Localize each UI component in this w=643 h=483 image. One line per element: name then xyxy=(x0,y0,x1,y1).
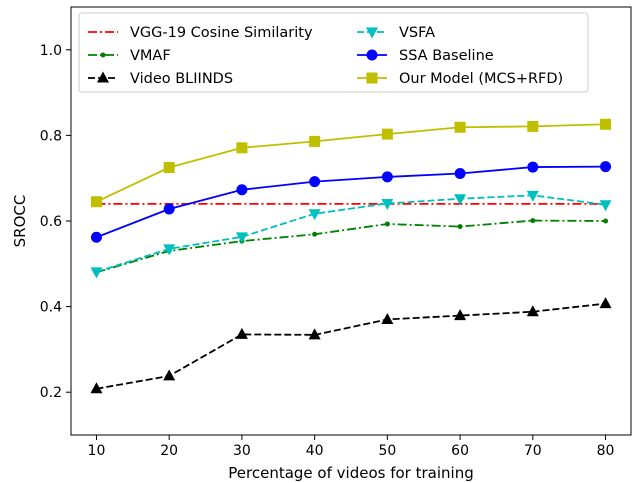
data-point xyxy=(308,328,321,340)
data-point xyxy=(312,231,318,237)
legend-label: VSFA xyxy=(399,25,435,41)
data-point xyxy=(381,128,393,140)
legend: VGG-19 Cosine Similarity VMAF Video BLIIND… xyxy=(78,12,589,93)
legend-box xyxy=(78,12,589,93)
legend-label: VMAF xyxy=(130,48,171,64)
data-point xyxy=(603,218,609,224)
y-tick-label: 0.6 xyxy=(40,214,62,230)
x-tick-label: 60 xyxy=(451,443,469,459)
legend-entry: VMAF xyxy=(88,48,171,64)
legend-entry: VGG-19 Cosine Similarity xyxy=(88,25,313,41)
data-point xyxy=(163,244,176,256)
legend-entry: VSFA xyxy=(357,25,435,41)
legend-entry: Our Model (MCS+RFD) xyxy=(357,71,563,87)
series-5 xyxy=(90,118,612,208)
data-point xyxy=(90,267,103,279)
series-line xyxy=(96,302,606,390)
data-point xyxy=(599,200,612,212)
data-point xyxy=(381,171,393,183)
data-point xyxy=(90,382,103,394)
data-point xyxy=(381,312,394,324)
x-tick-label: 50 xyxy=(378,443,396,459)
legend-swatch-marker xyxy=(366,72,378,84)
legend-entry: Video BLIINDS xyxy=(88,71,233,87)
data-point xyxy=(163,203,175,215)
y-axis-label: SROCC xyxy=(11,195,29,248)
data-point xyxy=(454,121,466,133)
legend-swatch-marker xyxy=(366,27,378,39)
data-point xyxy=(599,297,612,309)
axes: 10 20 30 40 50 60 70 80 0.2 0.4 0.6 0.8 1.0 xyxy=(40,6,632,459)
x-tick-label: 70 xyxy=(524,443,542,459)
data-point xyxy=(309,135,321,147)
legend-entry: SSA Baseline xyxy=(357,48,494,64)
data-point xyxy=(236,142,248,154)
data-point xyxy=(163,162,175,173)
data-point xyxy=(530,218,536,224)
series-line xyxy=(96,194,606,273)
data-point xyxy=(90,196,102,208)
legend-label: Our Model (MCS+RFD) xyxy=(399,71,563,87)
legend-label: Video BLIINDS xyxy=(130,71,233,87)
x-tick-label: 40 xyxy=(306,443,324,459)
data-point xyxy=(526,305,539,317)
y-tick-label: 0.8 xyxy=(40,128,62,144)
x-tick-label: 30 xyxy=(233,443,251,459)
x-axis-label: Percentage of videos for training xyxy=(228,464,473,482)
data-point xyxy=(600,161,612,173)
data-point xyxy=(90,231,102,243)
x-tick-label: 10 xyxy=(88,443,106,459)
legend-label: VGG-19 Cosine Similarity xyxy=(130,25,313,41)
legend-swatch-marker xyxy=(100,52,106,58)
x-tick-label: 80 xyxy=(597,443,615,459)
legend-swatch-marker xyxy=(366,49,378,61)
data-point xyxy=(454,309,467,321)
data-point xyxy=(527,161,539,173)
data-point xyxy=(384,221,390,227)
legend-swatch-marker xyxy=(97,71,109,83)
data-point xyxy=(236,184,248,196)
y-tick-label: 0.4 xyxy=(40,300,62,316)
data-point xyxy=(309,176,321,188)
data-point xyxy=(381,198,394,210)
data-point xyxy=(235,232,248,244)
series-3 xyxy=(90,190,612,279)
data-point xyxy=(457,224,463,230)
data-point xyxy=(235,327,248,339)
series-line xyxy=(96,219,606,274)
series-2 xyxy=(90,297,612,394)
data-point xyxy=(308,209,321,221)
y-tick-label: 1.0 xyxy=(40,43,62,59)
series-line xyxy=(96,123,606,203)
series-4 xyxy=(90,161,612,243)
data-point xyxy=(163,369,176,381)
x-tick-label: 20 xyxy=(160,443,178,459)
y-tick-label: 0.2 xyxy=(40,385,62,401)
data-point xyxy=(454,194,467,206)
data-point xyxy=(600,118,612,130)
data-point xyxy=(527,120,539,132)
data-point xyxy=(454,167,466,179)
legend-label: SSA Baseline xyxy=(399,48,494,64)
plot-area xyxy=(90,118,612,394)
series-line xyxy=(96,165,606,239)
data-point xyxy=(526,190,539,202)
